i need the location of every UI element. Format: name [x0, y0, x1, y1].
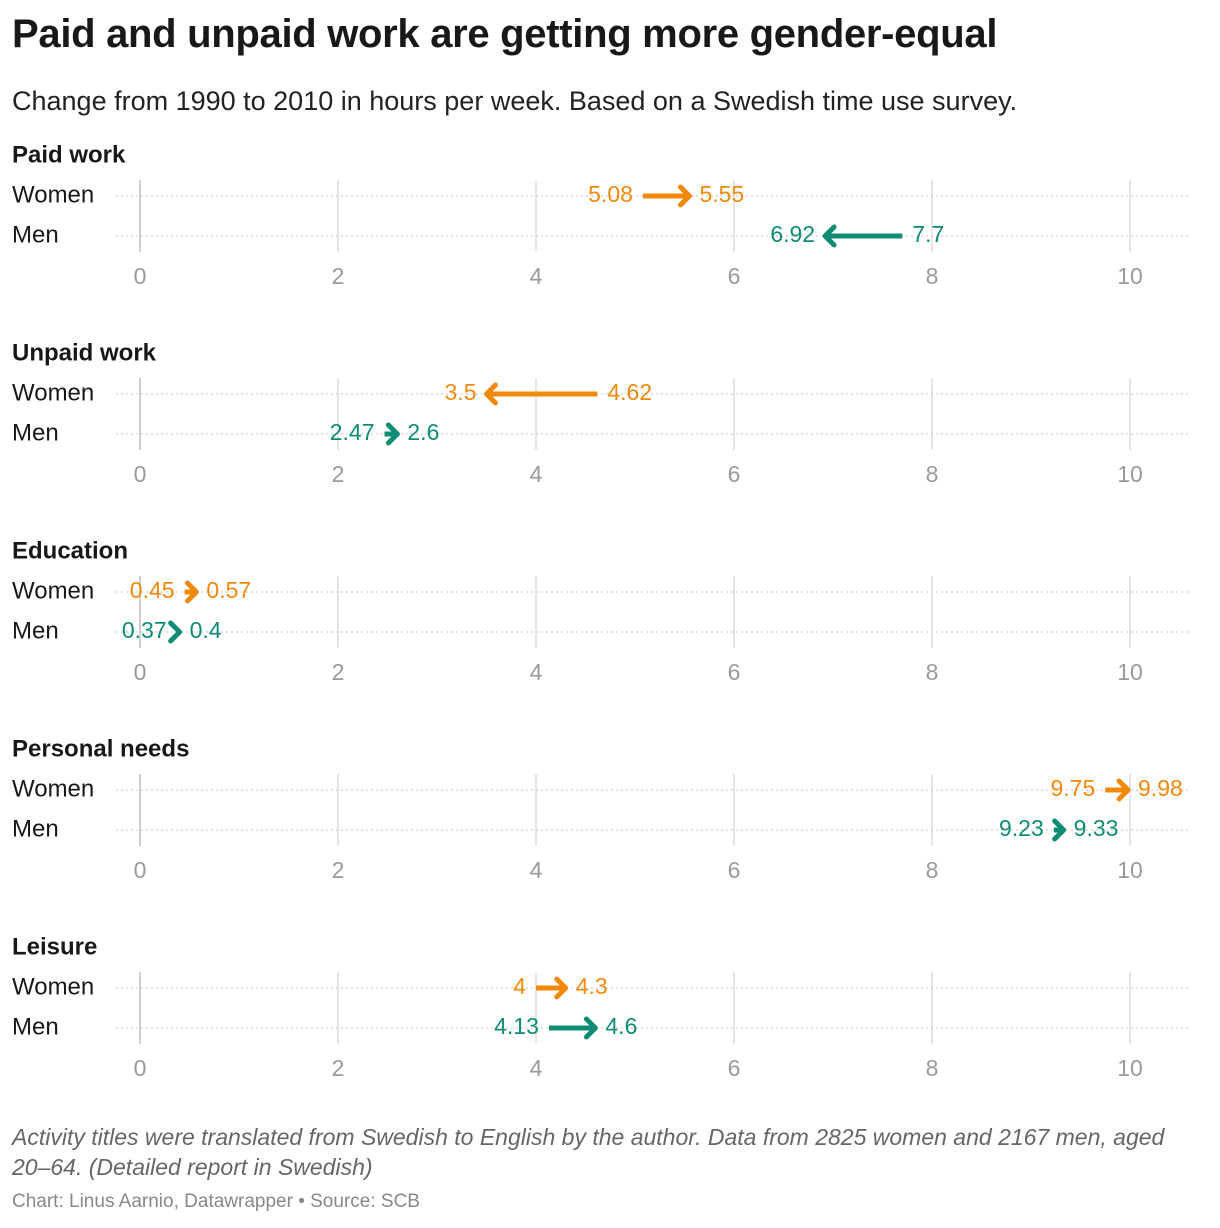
value-label: 4.6: [605, 1013, 637, 1039]
x-tick-label: 10: [1117, 263, 1143, 289]
arrow-chart: Paid work 0 2 4 6 8 10 Women 5.08 5.55 Men 6.92 7.7 U…: [12, 141, 1188, 1081]
value-label: 4.62: [607, 379, 652, 405]
x-tick-label: 4: [530, 857, 543, 883]
x-tick-label: 0: [134, 263, 147, 289]
x-tick-label: 8: [926, 461, 939, 487]
value-label: 9.98: [1138, 775, 1183, 801]
value-label: 9.23: [999, 815, 1044, 841]
row-label: Women: [12, 181, 94, 208]
x-tick-label: 10: [1117, 659, 1143, 685]
x-tick-label: 0: [134, 857, 147, 883]
value-label: 7.7: [912, 221, 944, 247]
x-tick-label: 4: [530, 659, 543, 685]
value-label: 3.5: [445, 379, 477, 405]
x-tick-label: 8: [926, 857, 939, 883]
value-label: 0.45: [130, 577, 175, 603]
value-label: 4.3: [576, 973, 608, 999]
chart-title: Paid and unpaid work are getting more ge…: [12, 12, 998, 56]
row-label: Men: [12, 617, 59, 644]
arrow-head: [677, 184, 692, 208]
value-label: 0.57: [206, 577, 251, 603]
x-tick-label: 2: [332, 263, 345, 289]
arrow-head: [168, 620, 183, 644]
x-tick-label: 4: [530, 1055, 543, 1081]
value-label: 5.55: [699, 181, 744, 207]
value-label: 0.4: [190, 617, 222, 643]
chart-notes: Activity titles were translated from Swe…: [12, 1124, 1165, 1180]
arrow-head: [822, 224, 837, 248]
x-tick-label: 8: [926, 1055, 939, 1081]
x-tick-label: 6: [728, 263, 741, 289]
row-label: Men: [12, 1013, 59, 1040]
row-label: Women: [12, 577, 94, 604]
value-label: 0.37: [122, 617, 167, 643]
arrow-head: [583, 1016, 598, 1040]
x-tick-label: 0: [134, 461, 147, 487]
x-tick-label: 8: [926, 659, 939, 685]
value-label: 6.92: [770, 221, 815, 247]
arrow-head: [1052, 818, 1067, 842]
x-tick-label: 8: [926, 263, 939, 289]
x-tick-label: 6: [728, 1055, 741, 1081]
arrow-head: [385, 422, 400, 446]
x-tick-label: 4: [530, 263, 543, 289]
x-tick-label: 2: [332, 857, 345, 883]
arrow-head: [1116, 778, 1131, 802]
row-label: Men: [12, 815, 59, 842]
arrow-head: [184, 580, 199, 604]
x-tick-label: 4: [530, 461, 543, 487]
value-label: 4.13: [494, 1013, 539, 1039]
value-label: 4: [513, 973, 526, 999]
value-label: 2.6: [407, 419, 439, 445]
panel-title: Leisure: [12, 933, 97, 960]
x-tick-label: 6: [728, 461, 741, 487]
panel-title: Personal needs: [12, 735, 189, 762]
value-label: 9.33: [1074, 815, 1119, 841]
arrow-head: [554, 976, 569, 1000]
row-label: Women: [12, 973, 94, 1000]
row-label: Women: [12, 775, 94, 802]
x-tick-label: 6: [728, 857, 741, 883]
x-tick-label: 2: [332, 1055, 345, 1081]
panel-title: Unpaid work: [12, 339, 157, 366]
x-tick-label: 0: [134, 1055, 147, 1081]
chart-byline: Chart: Linus Aarnio, Datawrapper • Sourc…: [12, 1191, 420, 1212]
x-tick-label: 2: [332, 659, 345, 685]
row-label: Men: [12, 221, 59, 248]
row-label: Women: [12, 379, 94, 406]
x-tick-label: 2: [332, 461, 345, 487]
row-label: Men: [12, 419, 59, 446]
x-tick-label: 0: [134, 659, 147, 685]
x-tick-label: 6: [728, 659, 741, 685]
value-label: 9.75: [1050, 775, 1095, 801]
panel-title: Paid work: [12, 141, 126, 168]
arrow-head: [484, 382, 498, 406]
x-tick-label: 10: [1117, 461, 1143, 487]
panel-title: Education: [12, 537, 128, 564]
chart-subtitle: Change from 1990 to 2010 in hours per we…: [12, 86, 1018, 116]
value-label: 2.47: [330, 419, 375, 445]
x-tick-label: 10: [1117, 857, 1143, 883]
x-tick-label: 10: [1117, 1055, 1143, 1081]
value-label: 5.08: [588, 181, 633, 207]
